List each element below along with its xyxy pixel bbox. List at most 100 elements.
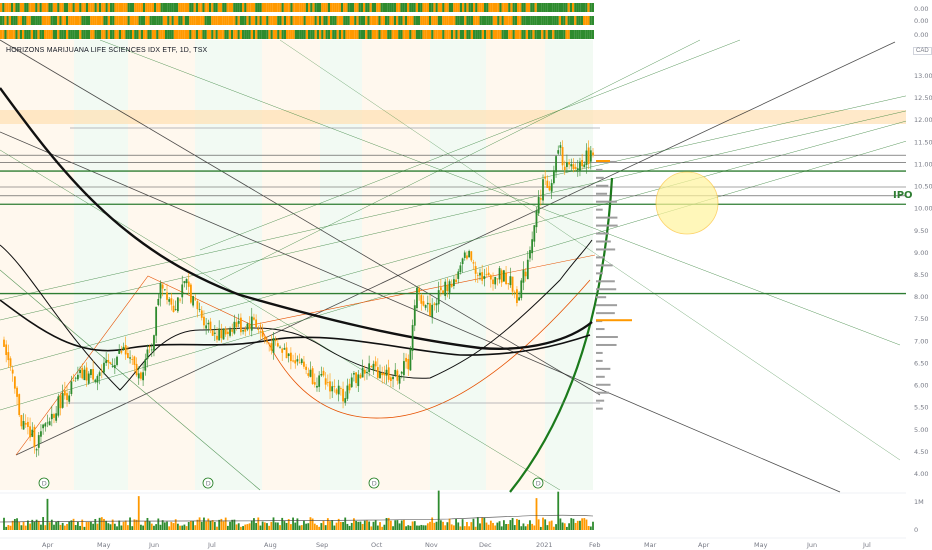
candle-body [326, 382, 329, 384]
candle-body [383, 373, 386, 376]
indicator-bar [499, 3, 502, 12]
indicator-bar [446, 3, 449, 12]
candle-body [485, 274, 488, 276]
indicator-bar [464, 30, 467, 39]
indicator-bar [358, 30, 361, 39]
dividend-marker [38, 477, 50, 489]
indicator-bar [312, 3, 315, 12]
indicator-bar [204, 30, 207, 39]
indicator-bar [396, 30, 399, 39]
volume-bar [174, 519, 177, 530]
candle-body [294, 360, 297, 364]
indicator-bar [327, 30, 330, 39]
indicator-bar [334, 30, 337, 39]
indicator-bar [433, 16, 436, 25]
volume-bar [29, 523, 31, 530]
volume-bar [255, 522, 258, 530]
indicator-bar [341, 30, 344, 39]
indicator-bar [360, 16, 363, 25]
indicator-bar [217, 16, 220, 25]
indicator-bar [591, 30, 594, 39]
indicator-bar [314, 16, 317, 25]
indicator-bar [363, 30, 366, 39]
indicator-bar [356, 3, 359, 12]
volume-bar [170, 521, 173, 530]
indicator-bar [143, 30, 146, 39]
indicator-bar [528, 3, 531, 12]
volume-bar [187, 522, 190, 530]
indicator-bar [541, 3, 544, 12]
indicator-bar [57, 30, 60, 39]
candle-body [92, 369, 95, 380]
candle-body [550, 183, 553, 192]
volume-bar [531, 523, 534, 530]
indicator-bar [72, 3, 75, 12]
indicator-bar [129, 30, 132, 39]
volume-bar [194, 525, 197, 530]
candle-body [353, 373, 355, 375]
volume-bar [374, 520, 377, 530]
time-axis[interactable]: Apr May Jun Jul Aug Sep Oct Nov Dec 2021 Feb Mar Apr… [0, 537, 906, 549]
volume-bar [433, 522, 436, 530]
volume-bar [498, 521, 501, 530]
indicator-bar [343, 30, 346, 39]
indicator-bar [332, 16, 335, 25]
indicator-bar [140, 16, 143, 25]
indicator-bar [444, 30, 447, 39]
candle-body [413, 305, 416, 326]
candle-body [185, 278, 188, 284]
candle-body [207, 322, 210, 325]
dividend-label: D [42, 480, 47, 488]
indicator-bar [59, 16, 62, 25]
candle-body [592, 152, 594, 156]
indicator-bar [457, 16, 460, 25]
indicator-bar [488, 30, 491, 39]
price-tick-label: 6.50 [914, 359, 928, 367]
indicator-bar [572, 30, 575, 39]
indicator-bar [580, 30, 583, 39]
indicator-bar [156, 3, 159, 12]
volume-bar [303, 520, 305, 530]
candle-body [5, 344, 8, 355]
indicator-bar [468, 16, 471, 25]
candle-body [261, 330, 264, 337]
volume-bar [9, 525, 12, 530]
indicator-bar [525, 16, 528, 25]
volume-bar [261, 521, 264, 530]
indicator-bar [547, 16, 550, 25]
indicator-bar [484, 30, 487, 39]
price-axis[interactable]: 13.00 12.50 12.00 11.50 11.00 10.50 10.00 9.50 9… [906, 5, 932, 534]
currency-badge[interactable]: CAD [913, 47, 932, 55]
value-area-bar [596, 160, 610, 163]
candle-body [461, 258, 464, 265]
indicator-bar [184, 16, 187, 25]
indicator-bar [411, 3, 414, 12]
volume-bar [333, 525, 336, 530]
volume-profile-bar [596, 224, 618, 227]
indicator-bar [442, 3, 445, 12]
indicator-bar [13, 3, 16, 12]
indicator-bar [211, 16, 214, 25]
candle-body [44, 423, 47, 427]
volume-profile-bar [596, 304, 618, 307]
candle-body [566, 162, 568, 167]
indicator-bar [367, 30, 370, 39]
indicator-bar [8, 16, 11, 25]
candle-body [205, 325, 208, 329]
volume-bar [279, 525, 281, 530]
candle-body [229, 329, 231, 336]
candle-body [411, 325, 414, 351]
candle-body [422, 301, 425, 306]
indicator-bar [585, 30, 588, 39]
indicator-bar [191, 3, 194, 12]
candle-body [196, 301, 199, 310]
indicator-bar [74, 30, 77, 39]
price-tick-label: 11.00 [914, 160, 932, 168]
volume-bar [161, 520, 164, 530]
indicator-bar [303, 16, 306, 25]
candle-body [563, 166, 566, 171]
indicator-bar [149, 3, 152, 12]
indicator-bar [303, 30, 306, 39]
price-tick-label: 10.00 [914, 205, 932, 213]
